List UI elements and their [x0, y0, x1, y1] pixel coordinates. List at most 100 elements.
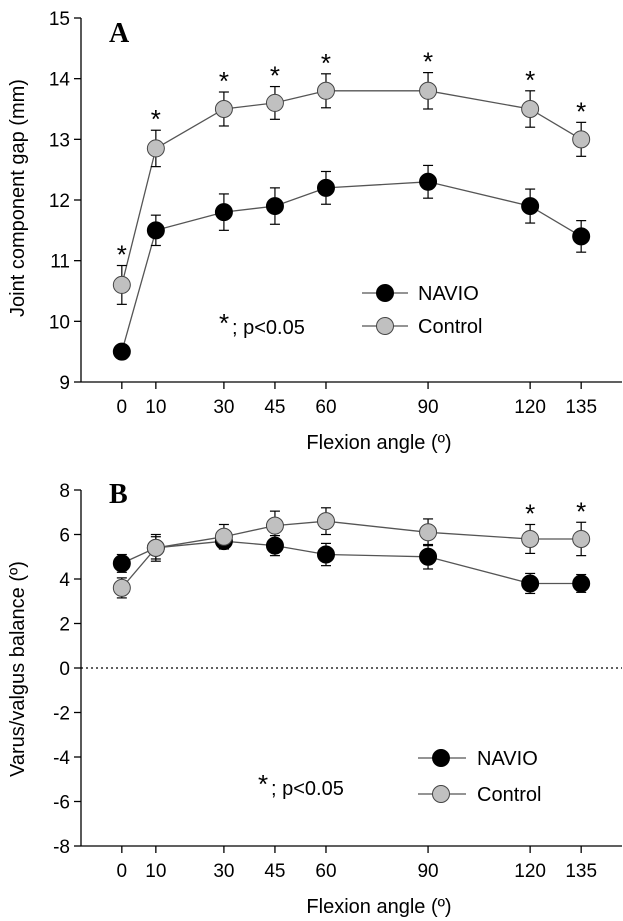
series-line-control-a: [121, 90, 582, 286]
significance-star-a: *: [219, 66, 229, 96]
chart-panel-b: B Varus/valgus balance (º) Flexion angle…: [7, 479, 622, 918]
y-tick-label-a: 9: [59, 373, 70, 394]
data-point-control-a: [316, 81, 335, 100]
x-tick-label-b: 90: [417, 861, 438, 882]
x-tick-label-a: 60: [315, 397, 336, 418]
significance-star-a: *: [576, 96, 586, 126]
y-tick-label-a: 15: [49, 9, 70, 30]
legend-label-navio-a: NAVIO: [418, 283, 479, 305]
x-axis-title-b: Flexion angle (º): [306, 896, 451, 918]
y-tick-label-b: -2: [53, 704, 70, 725]
data-point-control-b: [572, 529, 591, 548]
panel-letter-b: B: [109, 479, 128, 510]
legend-item-navio-b: NAVIO: [418, 748, 538, 770]
x-tick-label-a: 45: [264, 397, 285, 418]
legend-item-control-b: Control: [418, 784, 541, 806]
x-tick-label-a: 120: [514, 397, 546, 418]
series-line-control-b: [121, 520, 582, 589]
data-point-control-b: [214, 527, 233, 546]
significance-star-a: *: [117, 240, 127, 270]
data-point-navio-a: [146, 221, 165, 240]
legend-b: NAVIO Control: [418, 748, 541, 806]
y-tick-label-b: 8: [59, 481, 70, 502]
legend-marker-control-b: [432, 785, 450, 803]
data-point-control-a: [214, 100, 233, 118]
y-tick-label-b: 2: [59, 615, 70, 636]
y-tick-label-a: 12: [49, 191, 70, 212]
x-axis-title-a: Flexion angle (º): [306, 432, 451, 454]
data-point-control-b: [146, 538, 165, 557]
x-tick-label-a: 90: [417, 397, 438, 418]
y-tick-label-b: -6: [53, 793, 70, 814]
chart-panel-a: A Joint component gap (mm) Flexion angle…: [7, 9, 622, 454]
y-tick-label-b: -8: [53, 837, 70, 858]
legend-a: NAVIO Control: [362, 283, 482, 338]
data-point-control-a: [146, 139, 165, 158]
data-point-navio-b: [521, 574, 540, 593]
data-point-control-a: [419, 81, 438, 100]
data-point-navio-a: [419, 172, 438, 191]
legend-item-control-a: Control: [362, 316, 482, 338]
y-tick-label-a: 14: [49, 70, 71, 91]
y-tick-label-b: -4: [53, 748, 70, 769]
data-point-control-b: [521, 529, 540, 548]
significance-note-star-b: *: [258, 769, 268, 799]
y-tick-label-a: 10: [49, 312, 70, 333]
data-point-navio-b: [572, 574, 591, 593]
x-tick-label-a: 30: [213, 397, 234, 418]
data-point-control-a: [265, 93, 284, 112]
x-tick-label-b: 60: [315, 861, 336, 882]
x-tick-label-b: 30: [213, 861, 234, 882]
legend-item-navio-a: NAVIO: [362, 283, 479, 305]
y-tick-label-b: 0: [59, 659, 70, 680]
significance-star-a: *: [423, 47, 433, 77]
data-point-control-b: [265, 516, 284, 535]
y-axis-title-b: Varus/valgus balance (º): [7, 561, 29, 777]
significance-note-text-b: ; p<0.05: [271, 778, 344, 800]
data-point-control-a: [572, 130, 591, 149]
x-tick-label-b: 135: [565, 861, 597, 882]
legend-marker-navio-a: [376, 284, 394, 302]
y-axis-title-a: Joint component gap (mm): [7, 79, 29, 317]
x-tick-label-b: 0: [117, 861, 128, 882]
significance-note-text-a: ; p<0.05: [232, 317, 305, 339]
series-line-navio-b: [121, 540, 582, 585]
data-point-navio-b: [316, 545, 335, 564]
significance-star-a: *: [270, 61, 280, 91]
data-point-navio-b: [419, 547, 438, 566]
x-tick-label-b: 10: [145, 861, 166, 882]
significance-star-a: *: [321, 48, 331, 78]
data-point-navio-a: [572, 227, 591, 246]
panel-letter-a: A: [109, 18, 130, 49]
significance-star-b: *: [576, 496, 586, 526]
x-tick-label-a: 0: [117, 397, 128, 418]
legend-label-control-b: Control: [477, 784, 541, 806]
y-tick-label-a: 13: [49, 130, 70, 151]
y-tick-label-b: 6: [59, 526, 70, 547]
significance-note-star-a: *: [219, 308, 229, 338]
data-point-control-a: [521, 100, 540, 118]
y-tick-label-a: 11: [50, 252, 70, 273]
legend-marker-navio-b: [432, 749, 450, 767]
data-point-control-a: [112, 275, 131, 294]
x-tick-label-b: 120: [514, 861, 546, 882]
x-tick-label-a: 135: [565, 397, 597, 418]
data-point-navio-a: [214, 203, 233, 222]
significance-star-b: *: [525, 498, 535, 528]
data-point-navio-a: [112, 342, 131, 361]
legend-marker-control-a: [376, 317, 394, 335]
significance-note-b: * ; p<0.05: [258, 769, 344, 800]
data-point-navio-a: [265, 197, 284, 216]
data-point-control-b: [112, 578, 131, 597]
data-point-navio-a: [316, 178, 335, 197]
legend-label-control-a: Control: [418, 316, 482, 338]
y-tick-label-b: 4: [59, 570, 70, 591]
legend-label-navio-b: NAVIO: [477, 748, 538, 770]
significance-note-a: * ; p<0.05: [219, 308, 305, 339]
data-point-control-b: [419, 523, 438, 542]
data-point-navio-b: [112, 554, 131, 573]
significance-star-a: *: [151, 104, 161, 134]
x-tick-label-a: 10: [145, 397, 166, 418]
x-tick-label-b: 45: [264, 861, 285, 882]
